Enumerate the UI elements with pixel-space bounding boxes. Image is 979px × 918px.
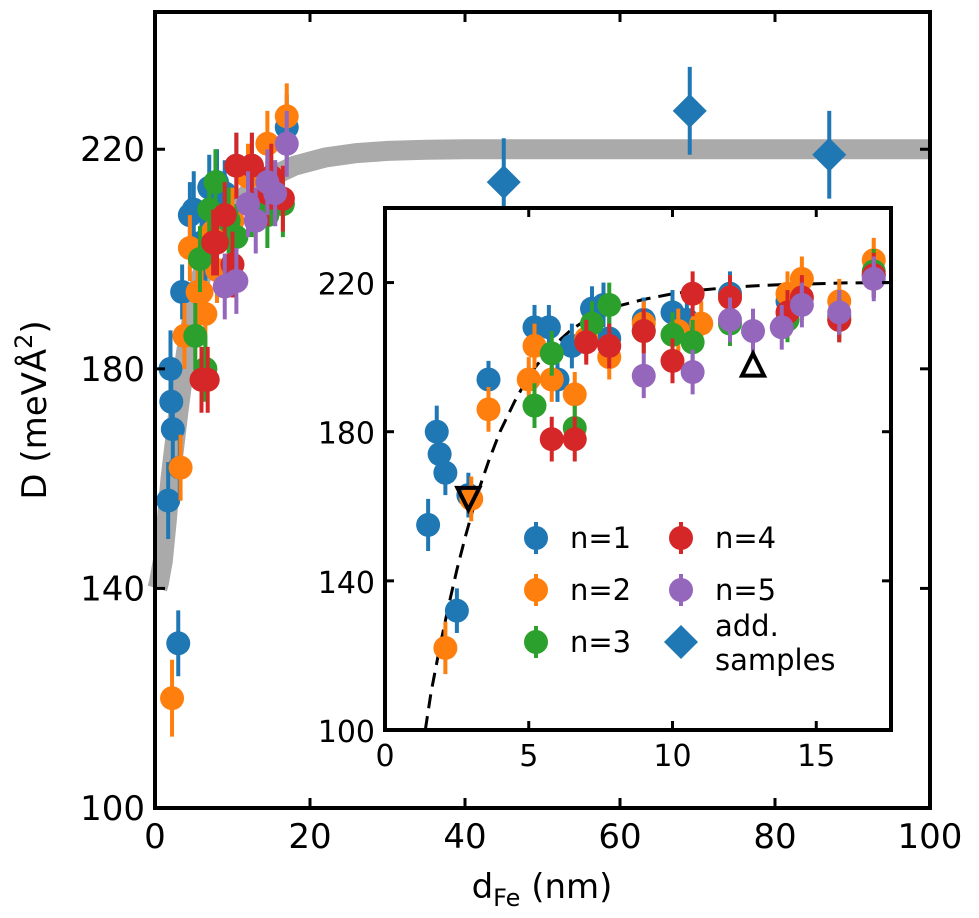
inset-point xyxy=(631,363,656,388)
inset-xtick-label: 5 xyxy=(519,739,538,774)
inset-frame xyxy=(383,206,893,732)
main-point xyxy=(243,208,268,233)
inset-ytick-label: 180 xyxy=(318,417,375,452)
main-xtick-label: 0 xyxy=(144,817,166,857)
inset-point xyxy=(476,367,501,392)
inset-point xyxy=(433,460,458,485)
inset-ytick-label: 100 xyxy=(318,715,375,750)
main-xtick-label: 100 xyxy=(898,817,963,857)
main-point xyxy=(255,131,280,156)
legend-label: n=2 xyxy=(570,573,631,607)
main-xtick-label: 20 xyxy=(288,817,331,857)
inset-point xyxy=(416,512,441,537)
legend-marker xyxy=(524,630,548,654)
inset-point xyxy=(433,635,458,660)
main-diamond-point xyxy=(486,165,521,200)
main-point xyxy=(183,323,208,348)
inset-point xyxy=(597,292,622,317)
main-xtick-label: 40 xyxy=(443,817,486,857)
inset-point xyxy=(424,419,449,444)
main-point xyxy=(224,225,249,250)
main-point xyxy=(212,203,237,228)
inset-point xyxy=(536,315,561,340)
main-point xyxy=(195,367,220,392)
legend-diamond-marker xyxy=(664,625,698,659)
inset-point xyxy=(444,598,469,623)
inset-point xyxy=(539,341,564,366)
inset-point xyxy=(562,382,587,407)
legend-label: samples xyxy=(715,643,836,677)
inset-point xyxy=(516,367,541,392)
inset-ytick-label: 220 xyxy=(318,268,375,303)
main-diamond-point xyxy=(672,93,707,128)
legend-marker xyxy=(669,526,693,550)
main-point xyxy=(166,631,191,656)
dashed-fit-line xyxy=(423,281,889,731)
legend-label: add. xyxy=(715,609,779,643)
main-ytick-label: 100 xyxy=(80,789,145,829)
open-triangle-down xyxy=(454,485,483,515)
legend-marker xyxy=(524,526,548,550)
inset-point xyxy=(718,307,742,332)
legend-marker xyxy=(669,578,693,602)
main-point xyxy=(156,488,181,513)
main-data-points xyxy=(156,66,847,737)
inset-point xyxy=(539,367,564,392)
main-point xyxy=(274,131,299,156)
legend-label: n=4 xyxy=(715,521,776,555)
main-xtick-label: 60 xyxy=(598,817,641,857)
inset-point xyxy=(631,319,656,344)
inset-xtick-label: 0 xyxy=(375,739,394,774)
inset-point xyxy=(789,292,814,317)
main-point xyxy=(193,301,218,326)
inset-plot: n=1 n=4 n=2 n=5 n=3 add.samples 0 5 10 15 100 140 1… xyxy=(318,206,893,774)
main-ytick-label: 140 xyxy=(80,569,145,609)
main-point xyxy=(263,181,288,206)
legend-marker xyxy=(524,578,548,602)
main-xtick-label: 80 xyxy=(753,817,796,857)
legend-label: n=5 xyxy=(715,573,776,607)
inset-xtick-label: 10 xyxy=(653,739,691,774)
inset-point xyxy=(522,393,547,418)
inset-data-points xyxy=(416,237,886,675)
inset-point xyxy=(680,360,705,385)
main-ytick-label: 180 xyxy=(80,350,145,390)
inset-point xyxy=(660,322,685,347)
inset-point xyxy=(680,281,705,306)
inset-point xyxy=(574,330,599,355)
inset-triangles xyxy=(454,349,768,515)
inset-point xyxy=(827,300,852,325)
inset-point xyxy=(660,348,685,373)
inset-point xyxy=(741,319,765,344)
legend-label: n=1 xyxy=(570,521,631,555)
inset-point xyxy=(861,266,886,291)
legend: n=1 n=4 n=2 n=5 n=3 add.samples xyxy=(524,521,836,677)
inset-point xyxy=(769,315,794,340)
inset-dashed-fit xyxy=(423,281,889,731)
inset-ticks: 0 5 10 15 100 140 180 220 xyxy=(318,208,891,774)
inset-point xyxy=(689,311,714,336)
inset-point xyxy=(597,333,622,358)
inset-point xyxy=(680,330,705,355)
open-triangle-up xyxy=(738,349,768,378)
inset-point xyxy=(539,427,564,452)
inset-xtick-label: 15 xyxy=(797,739,835,774)
y-axis-label: D (meVÅ2) xyxy=(10,320,55,499)
main-point xyxy=(203,170,228,195)
inset-point xyxy=(476,397,501,422)
main-diamond-point xyxy=(812,137,847,172)
legend-label: n=3 xyxy=(570,625,631,659)
main-point xyxy=(224,268,249,293)
main-frame xyxy=(153,10,932,810)
x-axis-label: dFe (nm) xyxy=(472,867,613,912)
main-point xyxy=(187,247,212,272)
main-point xyxy=(160,686,185,711)
main-point xyxy=(239,153,264,178)
inset-ytick-label: 140 xyxy=(318,566,375,601)
main-point xyxy=(168,455,193,480)
inset-point xyxy=(562,427,587,452)
main-ytick-label: 220 xyxy=(80,130,145,170)
